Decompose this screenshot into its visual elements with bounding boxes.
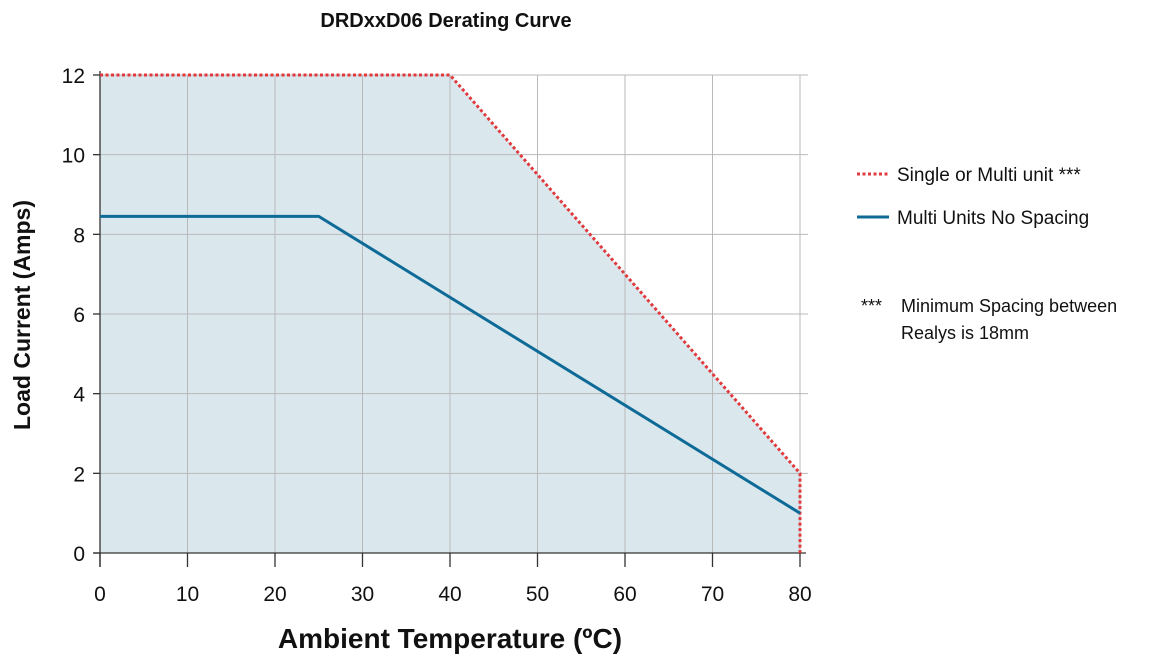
- legend-label-single-multi: Single or Multi unit ***: [897, 165, 1081, 186]
- y-tick-label: 12: [62, 65, 85, 88]
- x-tick-label: 0: [94, 583, 106, 606]
- note-line-2: Realys is 18mm: [901, 323, 1029, 343]
- x-tick-label: 80: [788, 583, 811, 606]
- series-line-1: [100, 214, 801, 515]
- y-tick-label: 10: [62, 145, 85, 168]
- y-tick-label: 4: [73, 384, 85, 407]
- x-tick-label: 60: [613, 583, 636, 606]
- y-tick-label: 0: [73, 543, 85, 566]
- axes: [93, 71, 806, 567]
- note-marker: ***: [861, 296, 882, 316]
- y-tick-label: 8: [73, 224, 85, 247]
- x-tick-label: 10: [176, 583, 199, 606]
- x-tick-label: 70: [701, 583, 724, 606]
- y-tick-label: 2: [73, 463, 85, 486]
- legend-label-multi-no-spacing: Multi Units No Spacing: [897, 208, 1089, 229]
- note-line-1: Minimum Spacing between: [901, 296, 1117, 316]
- x-tick-label: 20: [263, 583, 286, 606]
- x-axis-title: Ambient Temperature (ºC): [278, 623, 622, 654]
- x-tick-label: 50: [526, 583, 549, 606]
- chart-title: DRDxxD06 Derating Curve: [320, 10, 571, 32]
- x-tick-label: 30: [351, 583, 374, 606]
- series-lines: [100, 73, 802, 553]
- spacing-note: *** Minimum Spacing between Realys is 18…: [861, 296, 1117, 343]
- y-axis-title: Load Current (Amps): [9, 200, 35, 430]
- grid: [100, 74, 808, 553]
- y-tick-label: 6: [73, 304, 85, 327]
- tick-labels: 0 10 20 30 40 50 60 70 80 0 2 4 6 8 10 12: [62, 65, 812, 606]
- x-tick-label: 40: [438, 583, 461, 606]
- legend: Single or Multi unit *** Multi Units No …: [857, 165, 1089, 229]
